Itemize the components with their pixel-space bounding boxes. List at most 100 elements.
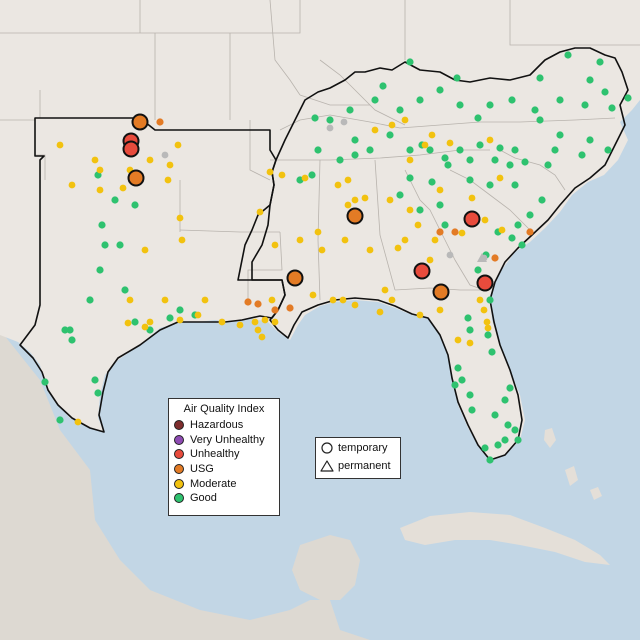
monitor-marker-moderate [141, 246, 149, 254]
monitor-marker-usg [526, 228, 534, 236]
monitor-marker-good [466, 391, 474, 399]
monitor-marker-usg [451, 228, 459, 236]
monitor-marker-moderate [218, 318, 226, 326]
monitor-marker-good [453, 74, 461, 82]
monitor-marker-moderate [406, 156, 414, 164]
monitor-marker-good [416, 96, 424, 104]
legend-swatch-usg [174, 464, 184, 475]
monitor-marker-moderate [371, 126, 379, 134]
monitor-marker-moderate [261, 316, 269, 324]
monitor-marker-moderate [481, 216, 489, 224]
monitor-marker-moderate [174, 141, 182, 149]
monitor-marker-good [91, 376, 99, 384]
legend-label-temporary: temporary [338, 442, 388, 454]
monitor-marker-moderate [176, 214, 184, 222]
monitor-marker-good [624, 94, 632, 102]
monitor-marker-good [481, 444, 489, 452]
monitor-marker-moderate [301, 174, 309, 182]
monitor-marker-moderate [176, 316, 184, 324]
monitor-marker-good [486, 456, 494, 464]
monitor-marker-good [514, 436, 522, 444]
monitor-marker-moderate [201, 296, 209, 304]
monitor-marker-moderate [334, 181, 342, 189]
monitor-marker-good [314, 146, 322, 154]
temporary-monitor-marker-usg [131, 113, 149, 131]
monitor-marker-moderate [271, 241, 279, 249]
monitor-marker-good [508, 96, 516, 104]
monitor-marker-good [61, 326, 69, 334]
monitor-marker-good [476, 141, 484, 149]
monitor-marker-moderate [428, 131, 436, 139]
monitor-marker-good [511, 181, 519, 189]
monitor-marker-moderate [436, 306, 444, 314]
monitor-marker-good [176, 306, 184, 314]
monitor-marker-moderate [476, 296, 484, 304]
monitor-marker-moderate [119, 184, 127, 192]
legend-label: Moderate [190, 477, 237, 490]
monitor-marker-usg [491, 254, 499, 262]
monitor-marker-good [531, 106, 539, 114]
monitor-marker-moderate [56, 141, 64, 149]
monitor-marker-good [504, 421, 512, 429]
monitor-marker-moderate [436, 186, 444, 194]
monitor-marker-moderate [236, 321, 244, 329]
monitor-marker-moderate [431, 236, 439, 244]
monitor-markers [41, 51, 632, 464]
monitor-marker-good [351, 136, 359, 144]
legend-item-permanent: permanent [316, 458, 400, 474]
legend-swatch-unhealthy [174, 449, 184, 460]
monitor-marker-good [56, 416, 64, 424]
monitor-marker-good [514, 221, 522, 229]
monitor-marker-good [436, 201, 444, 209]
monitor-marker-moderate [480, 306, 488, 314]
monitor-marker-good [366, 146, 374, 154]
monitor-marker-good [474, 266, 482, 274]
legend-swatch-hazardous [174, 420, 184, 431]
monitor-marker-good [496, 144, 504, 152]
legend-item-unhealthy: Unhealthy [169, 447, 279, 462]
monitor-marker-good [396, 191, 404, 199]
monitor-marker-good [536, 116, 544, 124]
monitor-marker-moderate [164, 176, 172, 184]
monitor-marker-good [494, 441, 502, 449]
monitor-marker-moderate [166, 161, 174, 169]
monitor-marker-good [66, 326, 74, 334]
monitor-marker-usg [156, 118, 164, 126]
monitor-marker-good [111, 196, 119, 204]
legend-swatch-very-unhealthy [174, 434, 184, 445]
monitor-marker-moderate [416, 311, 424, 319]
monitor-marker-good [506, 384, 514, 392]
legend-label: Good [190, 492, 217, 505]
monitor-marker-moderate [309, 291, 317, 299]
monitor-marker-good [518, 241, 526, 249]
legend-swatch-good [174, 493, 184, 504]
monitor-marker-good [466, 326, 474, 334]
monitor-marker-usg [286, 304, 294, 312]
region-outline-southeast [251, 47, 629, 461]
monitor-marker-moderate [341, 236, 349, 244]
monitor-marker-good [581, 101, 589, 109]
monitor-marker-good [608, 104, 616, 112]
monitor-marker-moderate [401, 236, 409, 244]
monitor-marker-good [511, 426, 519, 434]
monitor-marker-good [441, 221, 449, 229]
monitor-marker-good [116, 241, 124, 249]
monitor-marker-good [458, 376, 466, 384]
monitor-marker-moderate [271, 318, 279, 326]
temporary-monitor-marker-usg [346, 207, 364, 225]
permanent-monitor-marker [477, 253, 487, 262]
monitor-marker-moderate [351, 301, 359, 309]
cuba-land [400, 512, 610, 565]
monitor-marker-good [406, 174, 414, 182]
monitor-marker-moderate [414, 221, 422, 229]
monitor-marker-good [506, 161, 514, 169]
monitor-marker-good [311, 114, 319, 122]
monitor-marker-good [436, 86, 444, 94]
monitor-marker-good [521, 158, 529, 166]
monitor-marker-moderate [194, 311, 202, 319]
monitor-marker-good [406, 58, 414, 66]
monitor-marker-usg [254, 300, 262, 308]
legend-label-permanent: permanent [338, 460, 391, 472]
monitor-marker-moderate [376, 308, 384, 316]
